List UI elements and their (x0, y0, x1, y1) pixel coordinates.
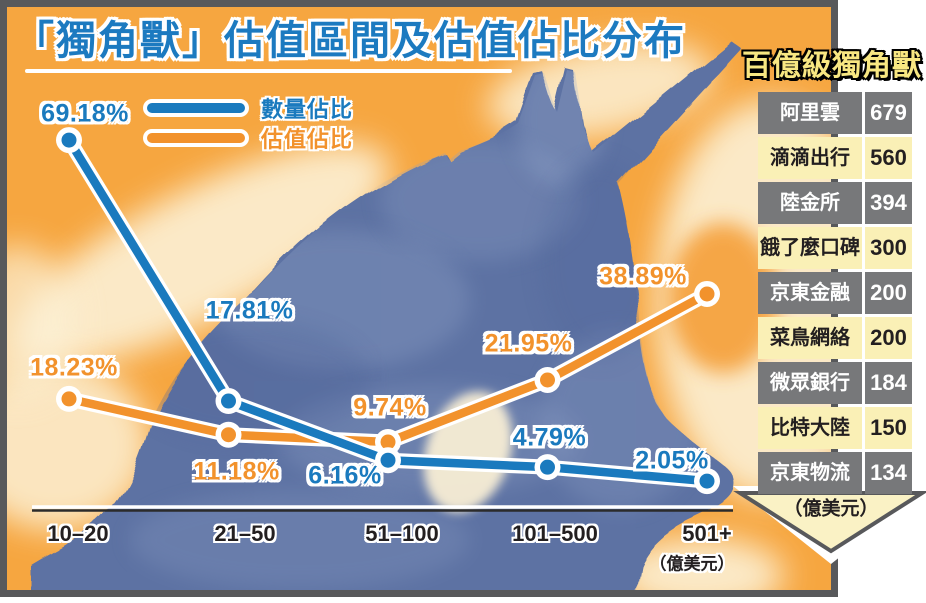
arrow-unit-label: （億美元） (783, 498, 879, 520)
valuation-line-swatch (143, 129, 249, 147)
data-label: 18.23% (30, 353, 118, 382)
quantity-line-swatch (143, 99, 249, 117)
side-table-rows: 阿里雲 679 滴滴出行 560 陸金所 394 餓了麼口碑 300 京東金融 200 菜鳥網絡 20… (758, 92, 912, 497)
data-point (61, 391, 77, 407)
company-value-cell: 150 (865, 407, 912, 449)
company-name-cell: 京東金融 (758, 272, 862, 314)
table-row: 比特大陸 150 (758, 407, 912, 449)
data-label: 9.74% (353, 393, 427, 422)
x-tick-label: 10–20 (47, 521, 109, 546)
data-point (380, 452, 396, 468)
data-point (221, 427, 236, 443)
table-row: 京東金融 200 (758, 272, 912, 314)
table-row: 阿里雲 679 (758, 92, 912, 134)
legend-item-valuation: 估值佔比 (143, 122, 353, 154)
data-label: 21.95% (484, 329, 573, 358)
data-point (699, 286, 715, 302)
data-label: 4.79% (512, 423, 587, 452)
data-point (61, 132, 77, 148)
company-name-cell: 微眾銀行 (758, 362, 862, 404)
data-label: 38.89% (599, 262, 687, 291)
x-tick-label: 21–50 (214, 521, 276, 546)
data-point (380, 434, 396, 450)
page-title: 「獨角獸」估值區間及估值佔比分布 (14, 19, 686, 63)
company-value-cell: 184 (865, 362, 912, 404)
data-label: 69.18% (41, 99, 129, 128)
company-value-cell: 200 (865, 317, 912, 359)
company-value-cell: 134 (865, 452, 912, 494)
data-label: 6.16% (308, 461, 382, 490)
data-label: 2.05% (635, 446, 709, 475)
chart-series-layer (56, 127, 720, 495)
side-table-title: 百億級獨角獸 (741, 50, 922, 82)
x-axis-line (32, 505, 733, 512)
data-label: 17.81% (205, 296, 294, 325)
table-row: 京東物流 134 (758, 452, 912, 494)
company-name-cell: 比特大陸 (758, 407, 862, 449)
table-row: 餓了麼口碑 300 (758, 227, 912, 269)
company-name-cell: 陸金所 (758, 182, 862, 224)
x-tick-label: 51–100 (365, 521, 439, 546)
company-value-cell: 560 (865, 137, 912, 179)
data-point (540, 459, 555, 475)
data-label: 11.18% (193, 457, 280, 486)
table-row: 菜鳥網絡 200 (758, 317, 912, 359)
company-name-cell: 阿里雲 (758, 92, 862, 134)
company-name-cell: 京東物流 (758, 452, 862, 494)
table-row: 滴滴出行 560 (758, 137, 912, 179)
legend-item-quantity: 數量佔比 (143, 92, 353, 124)
data-point (540, 372, 555, 388)
legend-label: 估值佔比 (261, 127, 354, 152)
x-tick-label: 101–500 (512, 521, 598, 546)
title-underline (25, 69, 512, 73)
x-axis-unit-label: （億美元） (649, 554, 735, 574)
legend-label: 數量佔比 (261, 97, 354, 122)
company-value-cell: 300 (865, 227, 912, 269)
table-row: 陸金所 394 (758, 182, 912, 224)
company-name-cell: 菜鳥網絡 (758, 317, 862, 359)
company-name-cell: 餓了麼口碑 (758, 227, 862, 269)
table-row: 微眾銀行 184 (758, 362, 912, 404)
x-tick-label: 501+ (682, 521, 732, 546)
company-value-cell: 679 (865, 92, 912, 134)
company-value-cell: 394 (865, 182, 912, 224)
company-value-cell: 200 (865, 272, 912, 314)
company-name-cell: 滴滴出行 (758, 137, 862, 179)
data-point (699, 473, 715, 489)
data-point (221, 393, 236, 409)
